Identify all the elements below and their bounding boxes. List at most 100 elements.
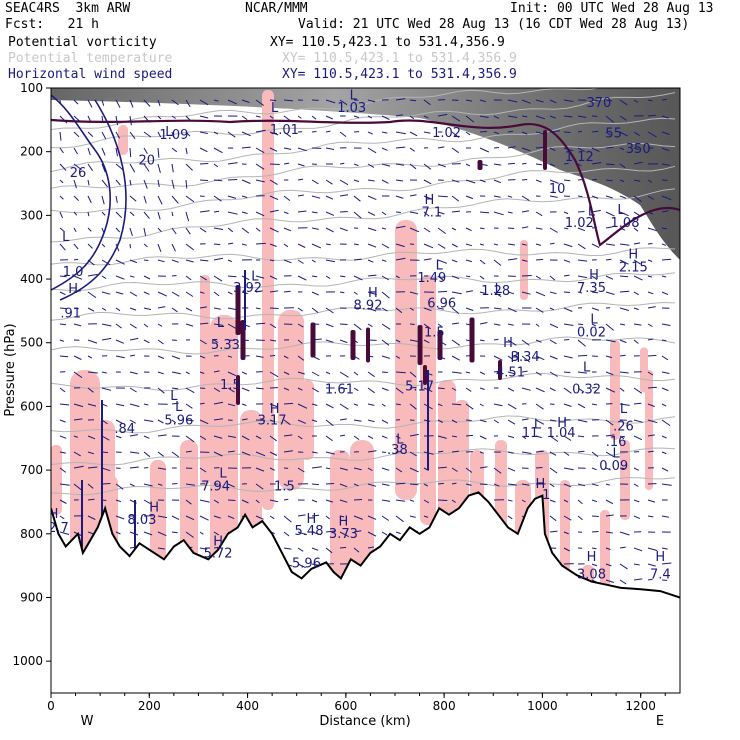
wind-vector: [311, 371, 320, 377]
wind-vector: [185, 531, 194, 538]
wind-vector: [59, 387, 66, 393]
wind-vector: [549, 371, 558, 377]
wind-vector: [507, 435, 515, 439]
wind-vector: [451, 275, 460, 280]
wind-vector: [129, 115, 132, 126]
wind-vector: [423, 323, 431, 330]
wind-vector: [605, 514, 614, 517]
wind-vector: [157, 291, 168, 297]
wind-vector: [269, 323, 277, 329]
wind-vector: [423, 227, 431, 233]
wind-vector: [353, 403, 359, 406]
wind-vector: [143, 531, 153, 536]
pv-fill-patch: [150, 460, 166, 580]
wind-vector: [87, 355, 93, 359]
wind-vector: [283, 371, 290, 375]
pv-annotation-layer: L1.09L1.01L1.031.022026370553501.1210H7.…: [51, 89, 671, 583]
wind-vector: [563, 147, 574, 152]
pv-low-label: L: [62, 230, 70, 245]
wind-vector: [87, 403, 97, 407]
wind-vector: [563, 115, 573, 118]
wind-vector: [115, 211, 122, 219]
wind-vector: [199, 515, 209, 521]
wind-vector: [549, 242, 555, 245]
wind-vector: [563, 387, 572, 394]
wind-vector: [381, 403, 386, 407]
pv-contour-blob: [236, 375, 240, 405]
pv-low-label: L: [583, 360, 591, 375]
wind-vector: [157, 131, 162, 138]
wind-vector: [171, 131, 175, 138]
pv-value-label: 5.17: [405, 380, 434, 395]
wind-vector: [535, 307, 544, 313]
wind-vector: [325, 499, 334, 503]
pv-low-label: L: [588, 204, 596, 219]
theta-contour: [51, 447, 676, 466]
wind-vector: [199, 131, 208, 134]
wind-vector: [311, 451, 318, 454]
wind-vector: [227, 403, 236, 407]
wind-vector: [73, 227, 77, 233]
y-tick-label: 1000: [12, 654, 43, 668]
wind-vector: [479, 339, 485, 342]
wind-vector: [647, 434, 655, 437]
wind-vector: [255, 275, 265, 279]
wind-vector: [507, 483, 517, 486]
wind-vector: [563, 355, 573, 359]
wind-vector: [311, 259, 316, 263]
wind-vector: [423, 483, 429, 487]
wind-vector: [661, 339, 667, 342]
wind-vector: [521, 435, 527, 440]
wind-vector: [535, 227, 543, 230]
wind-vector: [395, 195, 404, 199]
pv-low-label: L: [617, 203, 625, 218]
pv-contour-blob: [417, 325, 423, 365]
wind-vector: [255, 115, 261, 118]
wind-vector: [479, 130, 488, 133]
wind-vector: [227, 291, 233, 295]
wind-vector: [143, 451, 151, 458]
wind-vector: [367, 243, 377, 248]
wind-vector: [367, 450, 377, 453]
wind-vector: [213, 418, 224, 421]
wind-vector: [185, 275, 192, 281]
wind-vector: [339, 546, 347, 549]
wind-vector: [647, 275, 653, 278]
wind-vector: [115, 307, 121, 312]
wind-vector: [465, 434, 474, 437]
pv-value-label: 1.12: [565, 150, 594, 165]
wind-vector: [213, 401, 224, 405]
wind-vector: [549, 499, 556, 503]
wind-vector: [591, 291, 599, 294]
wind-vector: [129, 354, 135, 357]
wind-vector: [269, 499, 279, 503]
pv-fill-patch: [610, 340, 620, 440]
wind-vector: [171, 147, 178, 153]
wind-vector: [381, 291, 390, 299]
wind-vector: [493, 195, 501, 198]
wind-vector: [157, 387, 165, 394]
wind-vector: [535, 179, 542, 183]
wind-vector: [647, 371, 654, 376]
wind-vector: [409, 194, 417, 197]
wind-vector: [241, 387, 250, 392]
wind-vector: [115, 435, 122, 439]
pv-high-label: H: [368, 286, 378, 301]
pv-low-label: L: [219, 467, 227, 482]
x-axis-label: Distance (km): [319, 714, 410, 729]
wind-vector: [171, 307, 178, 313]
wind-vector: [115, 147, 118, 157]
wind-vector: [619, 290, 630, 293]
wind-vector: [549, 483, 555, 488]
wind-vector: [171, 115, 176, 119]
wind-vector: [87, 147, 91, 156]
wind-vector: [241, 115, 248, 121]
wind-vector: [619, 339, 627, 344]
wind-vector: [59, 467, 67, 473]
wind-vector: [185, 243, 195, 251]
wind-vector: [395, 499, 405, 502]
wind-vector: [647, 563, 656, 567]
wind-vector: [507, 323, 514, 326]
pv-value-label: 5.96: [292, 557, 321, 572]
wind-vector: [423, 258, 432, 261]
